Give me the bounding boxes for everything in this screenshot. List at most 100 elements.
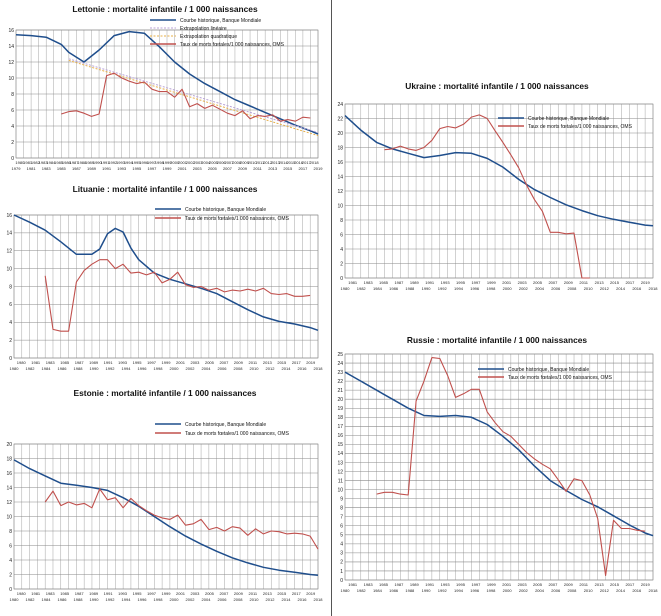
legend-label: Courbe historique, Banque Mondiale <box>185 207 266 213</box>
x-tick-label-top: 2019 <box>306 360 316 365</box>
y-tick-label: 4 <box>9 558 12 564</box>
x-tick-label-bottom: 1986 <box>58 366 68 371</box>
chart-title: Lituanie : mortalité infantile / 1 000 n… <box>73 184 258 194</box>
x-tick-label-top: 2008 <box>232 160 242 165</box>
x-tick-label-bottom: 1982 <box>26 597 36 602</box>
series-line-oms <box>61 72 311 122</box>
x-tick-label-top: 1987 <box>75 591 85 596</box>
x-tick-label-top: 2001 <box>502 582 512 587</box>
series-line-banque-mondiale <box>344 115 654 227</box>
y-tick-label: 24 <box>337 102 343 108</box>
y-tick-label: 20 <box>337 131 343 137</box>
x-tick-label-top: 1983 <box>46 360 56 365</box>
x-tick-label-bottom: 2004 <box>202 366 212 371</box>
y-tick-label: 5 <box>340 533 343 539</box>
x-tick-label-top: 1981 <box>348 582 358 587</box>
x-tick-label-bottom: 2010 <box>584 588 594 593</box>
x-tick-label-top: 1983 <box>364 582 374 587</box>
x-tick-label-top: 2001 <box>178 160 188 165</box>
y-tick-label: 17 <box>337 424 343 430</box>
x-tick-label-top: 1993 <box>441 582 451 587</box>
y-tick-label: 14 <box>337 451 343 457</box>
x-tick-label-top: 2003 <box>190 360 200 365</box>
legend-label: Courbe historique, Banque Mondiale <box>180 18 261 24</box>
x-tick-label-bottom: 1994 <box>122 597 132 602</box>
x-tick-label-top: 2019 <box>306 591 316 596</box>
y-tick-label: 0 <box>340 578 343 584</box>
series-line-oms <box>384 114 590 279</box>
x-tick-label-top: 1991 <box>425 280 435 285</box>
y-tick-label: 12 <box>337 189 343 195</box>
y-tick-label: 10 <box>6 514 12 520</box>
series-line-banque-mondiale <box>13 214 319 332</box>
x-tick-label-top: 1993 <box>441 280 451 285</box>
y-tick-label: 23 <box>337 370 343 376</box>
x-tick-label-top: 2013 <box>263 360 273 365</box>
legend-label: Courbe historique, Banque Mondiale <box>508 367 589 373</box>
y-tick-label: 12 <box>337 469 343 475</box>
legend-label: Taux de morts fœtales/1 000 naissances, … <box>185 216 290 222</box>
x-tick-label-bottom: 2016 <box>298 366 308 371</box>
y-tick-label: 24 <box>337 361 343 367</box>
x-tick-label-top: 1990 <box>93 160 103 165</box>
y-tick-label: 8 <box>9 529 12 535</box>
x-tick-label-bottom: 2019 <box>314 166 324 171</box>
x-tick-label-bottom: 1992 <box>106 366 116 371</box>
legend-label: Taux de morts fœtales/1 000 naissances, … <box>185 431 290 437</box>
x-tick-label-top: 2001 <box>502 280 512 285</box>
x-tick-label-bottom: 2014 <box>616 286 626 291</box>
x-tick-label-top: 2009 <box>240 160 250 165</box>
y-tick-label: 16 <box>8 28 14 34</box>
chart-title: Lettonie : mortalité infantile / 1 000 n… <box>72 4 258 14</box>
x-tick-label-top: 2007 <box>219 591 229 596</box>
x-tick-label-bottom: 1982 <box>357 286 367 291</box>
x-tick-label-top: 2007 <box>219 360 229 365</box>
y-tick-label: 16 <box>6 471 12 477</box>
x-tick-label-top: 1992 <box>108 160 118 165</box>
y-tick-label: 0 <box>340 276 343 282</box>
x-tick-label-bottom: 2016 <box>632 588 642 593</box>
x-tick-label-top: 2015 <box>610 280 620 285</box>
y-tick-label: 18 <box>337 145 343 151</box>
x-tick-label-top: 1987 <box>394 582 404 587</box>
x-tick-label-bottom: 1994 <box>122 366 132 371</box>
x-tick-label-top: 1985 <box>60 591 70 596</box>
chart-svg-lettonie: 0246810121416198019811982198319841985198… <box>8 4 324 171</box>
y-tick-label: 11 <box>338 478 343 484</box>
x-tick-label-bottom: 2003 <box>193 166 203 171</box>
y-tick-label: 21 <box>337 388 343 394</box>
x-tick-label-bottom: 1996 <box>470 588 480 593</box>
y-tick-label: 18 <box>6 456 12 462</box>
y-tick-label: 16 <box>6 213 12 219</box>
x-tick-label-top: 1999 <box>487 582 497 587</box>
x-tick-label-top: 1981 <box>23 160 33 165</box>
x-tick-label-top: 2003 <box>190 591 200 596</box>
x-tick-label-top: 2005 <box>205 591 215 596</box>
chart-lituanie: 0 2 4 6 8 10 12 14 16 1980 1981 1983 1985 1987 1989 199… <box>0 182 330 386</box>
x-tick-label-top: 2019 <box>641 280 651 285</box>
y-tick-label: 18 <box>337 415 343 421</box>
x-tick-label-top: 1991 <box>425 582 435 587</box>
x-tick-label-top: 1981 <box>31 591 41 596</box>
y-tick-label: 0 <box>11 156 14 162</box>
x-tick-label-bottom: 2000 <box>170 366 180 371</box>
x-tick-label-top: 2005 <box>205 360 215 365</box>
y-tick-label: 12 <box>6 249 12 255</box>
legend-label: Extrapolation quadratique <box>180 34 237 40</box>
x-tick-label-top: 1989 <box>85 160 95 165</box>
x-tick-label-top: 2009 <box>234 591 244 596</box>
x-tick-label-bottom: 1992 <box>438 286 448 291</box>
x-tick-label-top: 1989 <box>89 360 99 365</box>
x-tick-label-top: 1997 <box>471 280 481 285</box>
x-tick-label-top: 1995 <box>132 160 142 165</box>
x-tick-label-top: 2011 <box>256 160 265 165</box>
y-tick-label: 2 <box>9 338 12 344</box>
y-tick-label: 2 <box>9 572 12 578</box>
x-tick-label-top: 1993 <box>116 160 126 165</box>
chart-title: Estonie : mortalité infantile / 1 000 na… <box>74 388 257 398</box>
x-tick-label-bottom: 2016 <box>632 286 642 291</box>
x-tick-label-bottom: 2004 <box>202 597 212 602</box>
y-tick-label: 10 <box>337 487 343 493</box>
x-tick-label-bottom: 1988 <box>405 588 415 593</box>
